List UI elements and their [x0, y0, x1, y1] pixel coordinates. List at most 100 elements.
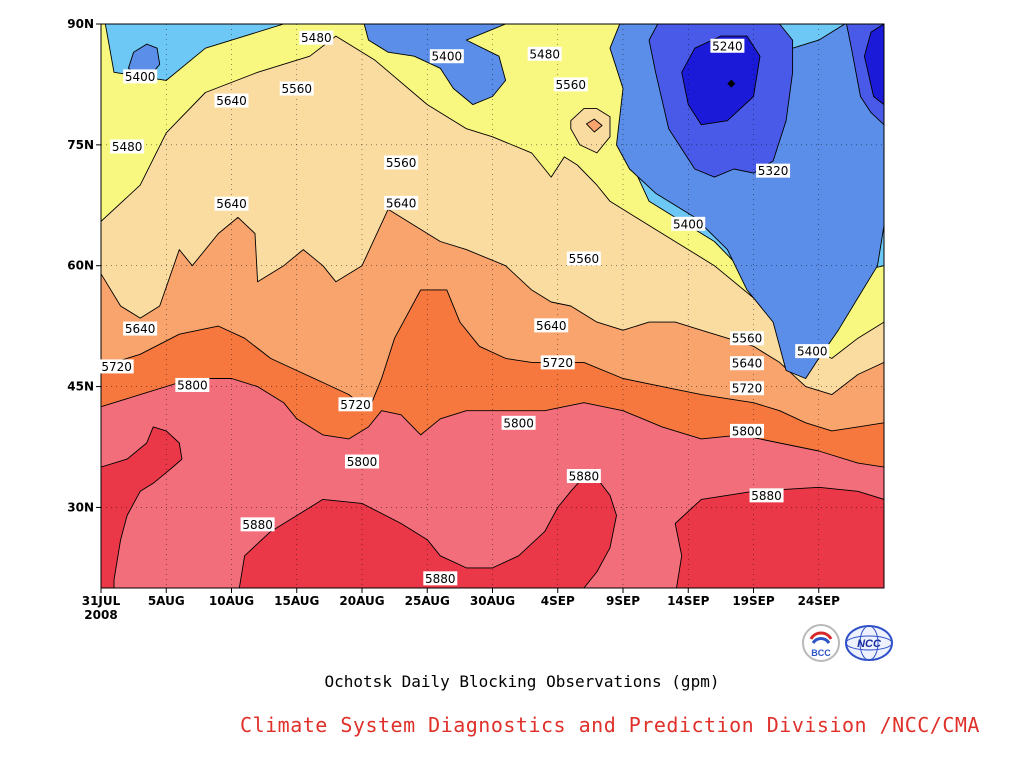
- y-tick-label: 30N: [67, 500, 94, 514]
- contour-label: 5880: [751, 489, 782, 503]
- contour-label-bg: [240, 517, 275, 532]
- contour-labels: 5480 5400 5560 5640 5480 5400 5480 5560 5240 5320…: [99, 30, 830, 586]
- contour-label: 5800: [177, 378, 208, 392]
- contour-label-bg: [729, 381, 764, 396]
- contour-label-bg: [123, 69, 158, 84]
- contour-label: 5400: [797, 345, 828, 359]
- x-tick-label: 4SEP: [541, 594, 575, 608]
- contour-label: 5880: [569, 470, 600, 484]
- contour-band-5320-5400: [363, 24, 507, 106]
- x-tick-label: 10AUG: [209, 594, 254, 608]
- contour-label: 5480: [301, 31, 332, 45]
- contour-label: 5640: [216, 94, 247, 108]
- contour-label-bg: [279, 81, 314, 96]
- contour-label-bg: [729, 423, 764, 438]
- grid-lines: [101, 24, 884, 588]
- x-tick-label: 14SEP: [667, 594, 710, 608]
- contour-label: 5800: [732, 424, 763, 438]
- x-tick-label: 19SEP: [732, 594, 775, 608]
- x-tick-label: 5AUG: [148, 594, 185, 608]
- contour-label: 5880: [425, 572, 456, 586]
- x-tick-label: 31JUL: [82, 594, 121, 608]
- contour-label: 5720: [101, 360, 132, 374]
- contour-label: 5400: [432, 50, 463, 64]
- contour-label: 5720: [340, 398, 371, 412]
- contour-label-bg: [345, 454, 379, 469]
- contour-label-bg: [729, 331, 764, 346]
- chart-title: Ochotsk Daily Blocking Observations (gpm…: [324, 672, 720, 691]
- contour-label: 5560: [386, 156, 417, 170]
- contour-label-bg: [756, 163, 791, 178]
- contour-band-5640-5720: [586, 118, 603, 133]
- contour-label: 5320: [758, 164, 789, 178]
- contour-band-below-5240: [681, 35, 761, 126]
- contour-label-bg: [123, 321, 158, 336]
- contour-label-bg: [729, 356, 764, 371]
- contour-label: 5560: [281, 82, 312, 96]
- contour-label-bg: [501, 415, 536, 430]
- contour-label-bg: [423, 571, 458, 586]
- contour-label: 5560: [732, 332, 763, 346]
- credit-line: Climate System Diagnostics and Predictio…: [240, 713, 980, 737]
- x-tick-label: 24SEP: [798, 594, 841, 608]
- contour-label: 5400: [673, 217, 704, 231]
- y-tick-label: 75N: [67, 138, 94, 152]
- y-tick-label: 45N: [67, 380, 94, 394]
- low-center-marker: [727, 79, 736, 88]
- contour-band-above-5880: [674, 486, 884, 588]
- contour-label: 5880: [242, 518, 273, 532]
- contour-label: 5640: [216, 197, 247, 211]
- y-tick-label: 60N: [67, 259, 94, 273]
- contour-label-bg: [527, 46, 562, 61]
- contour-label-bg: [99, 359, 134, 374]
- x-tick-label: 20AUG: [339, 594, 384, 608]
- x-tick-label: 9SEP: [606, 594, 640, 608]
- svg-text:BCC: BCC: [811, 648, 831, 658]
- contour-label-bg: [110, 139, 145, 154]
- contour-label: 5640: [125, 322, 156, 336]
- contour-band-above-5880: [101, 426, 183, 588]
- contour-label-bg: [749, 488, 784, 503]
- contour-label: 5480: [529, 47, 560, 61]
- contour-label-bg: [175, 377, 210, 392]
- contour-label-bg: [553, 77, 588, 92]
- contour-label-bg: [384, 155, 419, 170]
- contour-label-bg: [710, 38, 745, 53]
- contour-label-bg: [534, 318, 569, 333]
- contour-label-bg: [384, 195, 419, 210]
- contour-label: 5560: [556, 78, 587, 92]
- contour-label-bg: [338, 397, 373, 412]
- x-tick-label: 30AUG: [470, 594, 515, 608]
- contour-label-bg: [566, 469, 601, 484]
- contour-label-bg: [795, 344, 830, 359]
- contour-label: 5640: [732, 357, 763, 371]
- contour-label: 5640: [536, 319, 567, 333]
- y-tick-label: 90N: [67, 17, 94, 31]
- contour-label: 5480: [112, 140, 143, 154]
- contour-label-bg: [566, 251, 601, 266]
- contour-label-bg: [671, 216, 706, 231]
- contour-label-bg: [429, 49, 464, 64]
- svg-text:NCC: NCC: [857, 638, 882, 650]
- ncc-logo-icon: NCC: [845, 625, 893, 661]
- contour-label-bg: [299, 30, 334, 45]
- x-tick-sublabel: 2008: [84, 608, 117, 622]
- contour-label-bg: [214, 93, 249, 108]
- contour-band-below-5240: [863, 24, 884, 106]
- contour-label: 5240: [712, 39, 743, 53]
- contour-label: 5720: [732, 382, 763, 396]
- contour-band-5560-5640: [570, 108, 611, 154]
- contour-label: 5800: [503, 416, 534, 430]
- contour-label: 5400: [125, 70, 156, 84]
- contour-label-bg: [214, 196, 249, 211]
- x-tick-label: 15AUG: [274, 594, 319, 608]
- contour-label: 5800: [347, 455, 378, 469]
- contour-label: 5640: [386, 196, 417, 210]
- x-tick-label: 25AUG: [405, 594, 450, 608]
- contour-band-above-5880: [238, 476, 617, 588]
- contour-label-bg: [540, 355, 575, 370]
- bcc-logo-icon: BCC: [802, 624, 840, 662]
- contour-label: 5560: [569, 252, 600, 266]
